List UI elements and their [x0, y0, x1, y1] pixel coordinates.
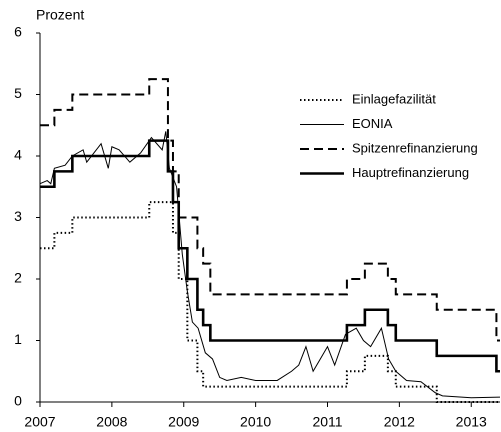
x-tick-label: 2011: [312, 414, 342, 430]
x-tick-label: 2013: [456, 414, 487, 430]
y-tick-label: 6: [14, 24, 22, 40]
line-series: [39, 131, 501, 399]
legend-label: Hauptrefinanzierung: [352, 165, 469, 180]
line-series: [40, 78, 500, 342]
y-tick-label: 3: [14, 208, 22, 224]
x-tick-label: 2012: [384, 414, 415, 430]
x-tick-label: 2010: [240, 414, 271, 430]
line-series: [40, 201, 500, 403]
y-tick-label: 2: [14, 270, 22, 286]
legend-label: Einlagefazilität: [352, 91, 436, 106]
x-tick-label: 2007: [24, 414, 55, 430]
x-tick-label: 2008: [96, 414, 127, 430]
y-tick-label: 5: [14, 85, 22, 101]
legend-label: Spitzenrefinanzierung: [352, 140, 478, 155]
y-tick-label: 0: [14, 393, 22, 409]
line-series: [40, 139, 500, 373]
y-tick-label: 4: [14, 147, 22, 163]
legend-label: EONIA: [352, 116, 393, 131]
y-tick-label: 1: [14, 331, 22, 347]
y-axis-label: Prozent: [36, 7, 84, 23]
x-tick-label: 2009: [168, 414, 199, 430]
